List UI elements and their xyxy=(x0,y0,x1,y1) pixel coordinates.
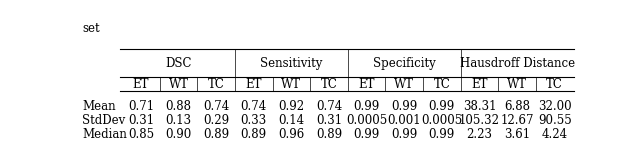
Text: 6.88: 6.88 xyxy=(504,100,530,113)
Text: 0.85: 0.85 xyxy=(128,129,154,142)
Text: 0.71: 0.71 xyxy=(128,100,154,113)
Text: Sensitivity: Sensitivity xyxy=(260,57,323,70)
Text: ET: ET xyxy=(471,78,488,91)
Text: 0.74: 0.74 xyxy=(203,100,229,113)
Text: 0.99: 0.99 xyxy=(353,100,380,113)
Text: 0.99: 0.99 xyxy=(391,100,417,113)
Text: 0.99: 0.99 xyxy=(429,100,455,113)
Text: 3.61: 3.61 xyxy=(504,129,530,142)
Text: 0.92: 0.92 xyxy=(278,100,305,113)
Text: WT: WT xyxy=(507,78,527,91)
Text: WT: WT xyxy=(168,78,189,91)
Text: 0.0005: 0.0005 xyxy=(346,114,387,127)
Text: 0.33: 0.33 xyxy=(241,114,267,127)
Text: TC: TC xyxy=(433,78,451,91)
Text: 12.67: 12.67 xyxy=(500,114,534,127)
Text: 4.24: 4.24 xyxy=(541,129,568,142)
Text: 0.31: 0.31 xyxy=(316,114,342,127)
Text: 0.89: 0.89 xyxy=(203,129,229,142)
Text: TC: TC xyxy=(321,78,337,91)
Text: 0.90: 0.90 xyxy=(166,129,192,142)
Text: 105.32: 105.32 xyxy=(459,114,500,127)
Text: 0.29: 0.29 xyxy=(203,114,229,127)
Text: ET: ET xyxy=(358,78,375,91)
Text: 0.99: 0.99 xyxy=(353,129,380,142)
Text: 2.23: 2.23 xyxy=(467,129,493,142)
Text: TC: TC xyxy=(547,78,563,91)
Text: ET: ET xyxy=(132,78,149,91)
Text: 0.89: 0.89 xyxy=(316,129,342,142)
Text: Median: Median xyxy=(83,129,127,142)
Text: 32.00: 32.00 xyxy=(538,100,572,113)
Text: 0.96: 0.96 xyxy=(278,129,305,142)
Text: 0.14: 0.14 xyxy=(278,114,305,127)
Text: 0.99: 0.99 xyxy=(429,129,455,142)
Text: ET: ET xyxy=(246,78,262,91)
Text: Hausdroff Distance: Hausdroff Distance xyxy=(460,57,575,70)
Text: Mean: Mean xyxy=(83,100,116,113)
Text: StdDev: StdDev xyxy=(83,114,125,127)
Text: 0.89: 0.89 xyxy=(241,129,267,142)
Text: DSC: DSC xyxy=(165,57,192,70)
Text: 0.31: 0.31 xyxy=(128,114,154,127)
Text: 0.0005: 0.0005 xyxy=(421,114,463,127)
Text: 0.001: 0.001 xyxy=(387,114,421,127)
Text: 38.31: 38.31 xyxy=(463,100,496,113)
Text: set: set xyxy=(83,22,100,35)
Text: TC: TC xyxy=(208,78,225,91)
Text: WT: WT xyxy=(394,78,414,91)
Text: 0.13: 0.13 xyxy=(166,114,191,127)
Text: 0.99: 0.99 xyxy=(391,129,417,142)
Text: 0.74: 0.74 xyxy=(241,100,267,113)
Text: 0.74: 0.74 xyxy=(316,100,342,113)
Text: WT: WT xyxy=(282,78,301,91)
Text: Specificity: Specificity xyxy=(373,57,436,70)
Text: 0.88: 0.88 xyxy=(166,100,191,113)
Text: 90.55: 90.55 xyxy=(538,114,572,127)
